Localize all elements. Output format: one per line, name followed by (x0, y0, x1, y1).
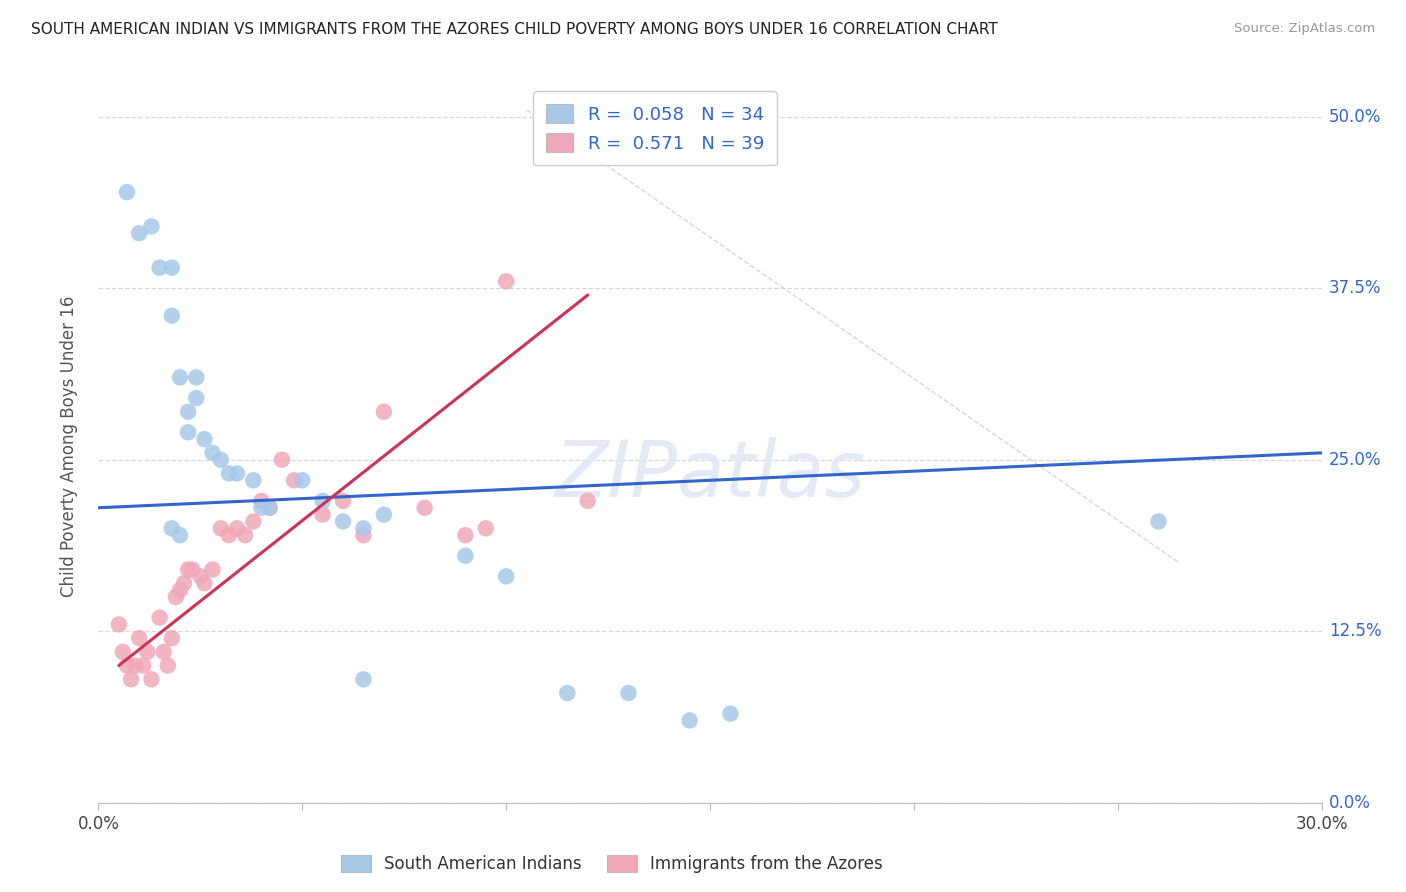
Point (141, 673, 163, 687)
Text: Source: ZipAtlas.com: Source: ZipAtlas.com (1234, 22, 1375, 36)
Point (132, 658, 155, 673)
Point (283, 473, 305, 487)
Point (291, 473, 314, 487)
Point (312, 494, 335, 508)
Point (177, 405, 200, 419)
Point (218, 467, 240, 481)
Point (193, 576, 215, 591)
Text: 50.0%: 50.0% (1329, 108, 1381, 126)
Point (201, 446, 224, 460)
Point (352, 521, 374, 535)
Point (332, 494, 354, 508)
Point (128, 227, 150, 241)
Point (160, 521, 183, 535)
Point (111, 645, 134, 659)
Point (188, 569, 212, 583)
Text: 0.0%: 0.0% (1329, 794, 1371, 812)
Point (555, 686, 579, 700)
Point (270, 452, 294, 467)
Text: ZIPatlas: ZIPatlas (554, 436, 866, 513)
Point (165, 590, 187, 604)
Point (186, 391, 208, 405)
Point (242, 515, 264, 529)
Point (259, 500, 281, 515)
Point (156, 658, 179, 673)
Point (177, 425, 200, 440)
Point (226, 467, 249, 481)
Point (181, 562, 204, 576)
Point (454, 528, 477, 542)
Point (679, 714, 702, 728)
Point (149, 260, 172, 275)
Point (169, 528, 191, 542)
Point (152, 645, 174, 659)
Point (169, 583, 191, 598)
Point (169, 370, 191, 384)
Point (108, 617, 131, 632)
Point (352, 673, 374, 687)
Text: 25.0%: 25.0% (1329, 450, 1381, 468)
Point (160, 260, 183, 275)
Text: 37.5%: 37.5% (1329, 279, 1381, 297)
Point (120, 673, 142, 687)
Point (259, 500, 281, 515)
Point (149, 610, 172, 624)
Point (312, 508, 335, 522)
Point (160, 309, 183, 323)
Point (173, 576, 195, 591)
Point (160, 631, 183, 645)
Point (495, 274, 517, 288)
Point (474, 521, 498, 535)
Point (250, 494, 273, 508)
Point (136, 645, 159, 659)
Point (115, 658, 138, 673)
Point (352, 528, 374, 542)
Point (141, 219, 163, 234)
Point (495, 569, 517, 583)
Point (413, 500, 436, 515)
Point (218, 528, 240, 542)
Point (124, 658, 146, 673)
Point (250, 500, 273, 515)
Point (242, 473, 264, 487)
Point (201, 562, 224, 576)
Legend: South American Indians, Immigrants from the Azores: South American Indians, Immigrants from … (335, 848, 890, 880)
Point (454, 549, 477, 563)
Point (177, 562, 200, 576)
Text: SOUTH AMERICAN INDIAN VS IMMIGRANTS FROM THE AZORES CHILD POVERTY AMONG BOYS UND: SOUTH AMERICAN INDIAN VS IMMIGRANTS FROM… (31, 22, 998, 37)
Point (718, 706, 742, 721)
Point (128, 631, 150, 645)
Point (373, 405, 395, 419)
Point (373, 508, 395, 522)
Point (209, 521, 232, 535)
Point (233, 528, 256, 542)
Point (209, 452, 232, 467)
Point (226, 521, 249, 535)
Point (617, 686, 640, 700)
Point (1147, 515, 1170, 529)
Y-axis label: Child Poverty Among Boys Under 16: Child Poverty Among Boys Under 16 (59, 295, 77, 597)
Point (332, 515, 354, 529)
Point (186, 370, 208, 384)
Point (115, 185, 138, 199)
Point (193, 432, 215, 446)
Point (576, 494, 599, 508)
Text: 12.5%: 12.5% (1329, 623, 1381, 640)
